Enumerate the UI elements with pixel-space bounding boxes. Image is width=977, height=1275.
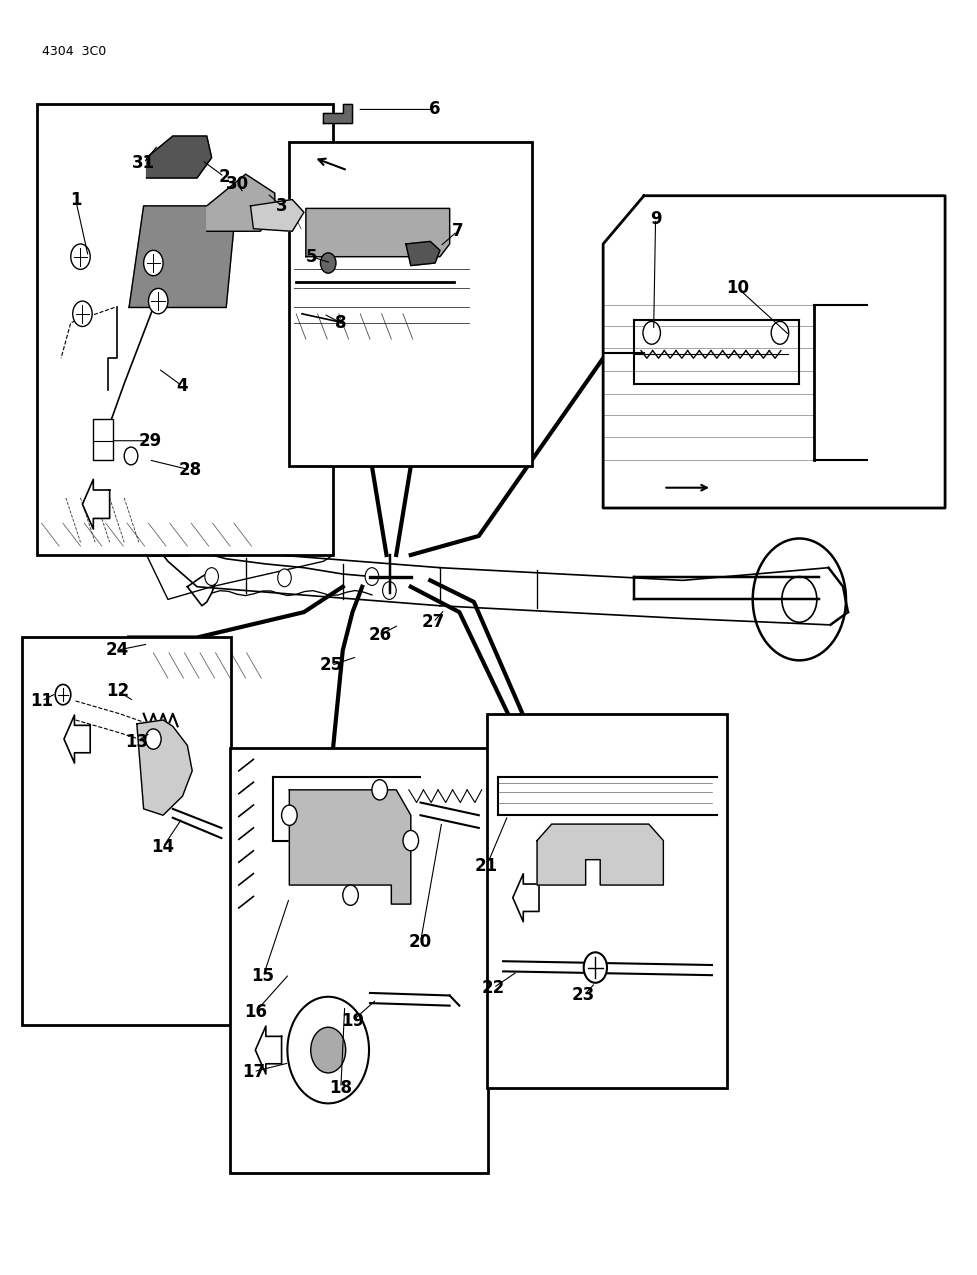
Circle shape (343, 885, 359, 905)
Circle shape (365, 567, 379, 585)
Text: 8: 8 (335, 314, 347, 332)
Text: 17: 17 (242, 1062, 265, 1081)
Text: 27: 27 (421, 613, 445, 631)
Polygon shape (537, 824, 663, 885)
Circle shape (205, 567, 219, 585)
Polygon shape (603, 196, 945, 507)
Bar (289, 143, 532, 467)
Polygon shape (323, 105, 353, 124)
Bar (37, 105, 333, 555)
Text: 24: 24 (106, 641, 129, 659)
Text: 3: 3 (276, 196, 287, 215)
Text: 30: 30 (227, 175, 249, 194)
Text: 12: 12 (106, 682, 129, 700)
Circle shape (124, 448, 138, 465)
Circle shape (144, 250, 163, 275)
Circle shape (146, 729, 161, 750)
Circle shape (404, 830, 418, 850)
Bar (22, 638, 232, 1025)
Text: 11: 11 (30, 692, 53, 710)
Bar (487, 714, 728, 1088)
Text: 22: 22 (482, 979, 505, 997)
Circle shape (771, 321, 788, 344)
Text: 26: 26 (368, 626, 391, 644)
Text: 5: 5 (306, 247, 318, 265)
Text: 29: 29 (139, 432, 162, 450)
Polygon shape (137, 720, 192, 815)
Polygon shape (129, 205, 235, 307)
Text: 14: 14 (151, 838, 175, 856)
Polygon shape (405, 241, 440, 265)
Polygon shape (207, 175, 275, 231)
Text: 19: 19 (341, 1012, 364, 1030)
Circle shape (372, 780, 388, 799)
Text: 9: 9 (650, 209, 661, 227)
Text: 4: 4 (177, 377, 189, 395)
Circle shape (149, 288, 168, 314)
Polygon shape (147, 136, 212, 179)
Text: 6: 6 (429, 101, 441, 119)
Bar (93, 419, 112, 460)
Circle shape (583, 952, 607, 983)
Circle shape (56, 685, 70, 705)
Text: 2: 2 (219, 168, 230, 186)
Circle shape (72, 301, 92, 326)
Circle shape (643, 321, 660, 344)
Circle shape (70, 244, 90, 269)
Text: 15: 15 (252, 968, 275, 986)
Text: 31: 31 (132, 154, 155, 172)
Polygon shape (289, 789, 410, 904)
Text: 7: 7 (451, 222, 463, 240)
Text: 25: 25 (319, 657, 343, 674)
Text: 10: 10 (727, 279, 749, 297)
Text: 16: 16 (244, 1003, 267, 1021)
Text: 23: 23 (573, 987, 595, 1005)
Text: 21: 21 (475, 857, 498, 875)
Text: 20: 20 (409, 933, 432, 951)
Polygon shape (255, 1026, 281, 1074)
Text: 13: 13 (125, 733, 149, 751)
Text: 18: 18 (329, 1079, 353, 1098)
Bar (231, 748, 488, 1173)
Text: 1: 1 (70, 190, 81, 209)
Polygon shape (250, 200, 304, 231)
Circle shape (320, 252, 336, 273)
Polygon shape (82, 479, 109, 529)
Circle shape (311, 1028, 346, 1074)
Polygon shape (306, 208, 449, 256)
Circle shape (281, 805, 297, 825)
Polygon shape (64, 715, 90, 762)
Circle shape (383, 581, 397, 599)
Polygon shape (513, 873, 539, 922)
Text: 28: 28 (179, 462, 202, 479)
Text: 4304  3C0: 4304 3C0 (42, 45, 106, 57)
Circle shape (277, 569, 291, 586)
